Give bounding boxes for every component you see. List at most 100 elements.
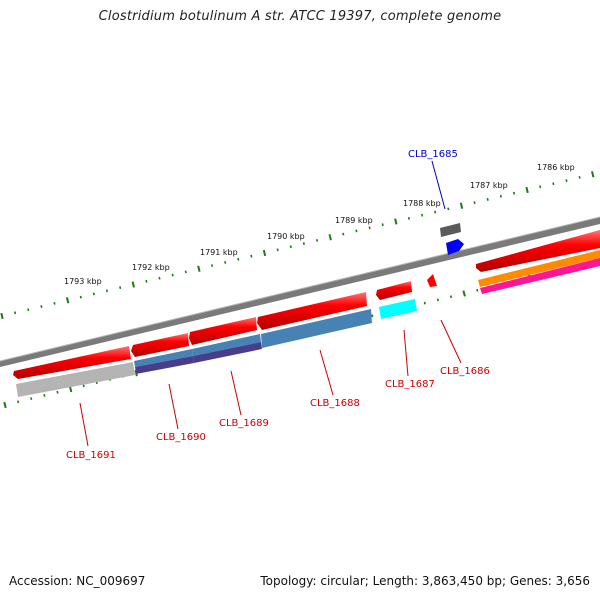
ruler-minor-tick: [27, 308, 30, 312]
ruler-label-1788: 1788 kbp: [403, 199, 441, 208]
ruler-label-1792: 1792 kbp: [132, 263, 170, 272]
ruler-major-tick: [0, 312, 4, 320]
gene-clb-1685-shadow: [440, 223, 461, 237]
ruler-minor-tick: [119, 286, 122, 290]
ruler-minor-tick: [145, 279, 148, 283]
ruler-labels: 1786 kbp 1787 kbp 1788 kbp 1789 kbp 1790…: [64, 163, 575, 286]
ruler-minor-tick: [158, 276, 161, 280]
ruler-minor-tick: [476, 288, 479, 292]
ruler-minor-tick: [486, 198, 489, 201]
ruler-minor-tick: [512, 191, 516, 195]
ruler-minor-tick: [368, 226, 371, 230]
ruler-label-1787: 1787 kbp: [470, 181, 508, 190]
ruler-major-tick: [394, 218, 398, 225]
ruler-minor-tick: [302, 242, 305, 245]
gene-clb-1690-dark: [135, 356, 194, 374]
ruler-minor-tick: [447, 207, 450, 211]
ruler-minor-tick: [289, 245, 292, 249]
ruler-major-tick: [459, 202, 464, 209]
outer-ruler: [0, 171, 595, 320]
ruler-major-tick: [65, 297, 70, 304]
ruler-minor-tick: [473, 201, 476, 204]
gene-label-clb-1685[interactable]: CLB_1685: [408, 149, 458, 160]
ruler-minor-tick: [539, 185, 542, 189]
ruler-minor-tick: [14, 311, 17, 315]
gene-label-clb-1687[interactable]: CLB_1687: [385, 379, 435, 390]
ruler-minor-tick: [30, 397, 33, 400]
ruler-minor-tick: [56, 390, 59, 394]
ruler-minor-tick: [92, 292, 95, 296]
ruler-minor-tick: [342, 232, 345, 236]
ruler-minor-tick: [237, 257, 240, 261]
ruler-major-tick: [3, 401, 7, 409]
ruler-minor-tick: [436, 298, 439, 302]
ruler-minor-tick: [43, 394, 46, 397]
gene-clb-1686-arrow[interactable]: [427, 274, 437, 287]
label-leaders: [79, 160, 462, 447]
ruler-minor-tick: [17, 400, 20, 404]
ruler-major-tick: [131, 281, 135, 288]
ruler-minor-tick: [250, 254, 253, 258]
ruler-minor-tick: [79, 295, 82, 299]
gene-clb-1689-blue: [192, 334, 261, 356]
gene-label-clb-1691[interactable]: CLB_1691: [66, 450, 116, 461]
gene-label-clb-1690[interactable]: CLB_1690: [156, 432, 206, 443]
genome-summary-text: Topology: circular; Length: 3,863,450 bp…: [260, 574, 590, 588]
gene-label-clb-1689[interactable]: CLB_1689: [219, 418, 269, 429]
forward-strand-features: [440, 223, 600, 294]
gene-right-red-arrow[interactable]: [476, 230, 600, 272]
ruler-minor-tick: [565, 179, 568, 182]
gene-label-clb-1688[interactable]: CLB_1688: [310, 398, 360, 409]
reverse-strand-features: [13, 274, 437, 397]
gene-right-orange-arrow[interactable]: [478, 250, 600, 287]
genome-title: Clostridium botulinum A str. ATCC 19397,…: [98, 9, 502, 24]
gene-clb-1689-arrow[interactable]: [189, 317, 257, 345]
ruler-major-tick: [591, 171, 595, 178]
gene-right-pink-arrow[interactable]: [480, 258, 600, 294]
gene-clb-1691-arrow[interactable]: [13, 346, 131, 379]
ruler-major-tick: [462, 290, 466, 297]
ruler-minor-tick: [171, 273, 174, 277]
ruler-minor-tick: [423, 301, 426, 305]
ruler-minor-tick: [355, 229, 358, 233]
ruler-minor-tick: [224, 261, 227, 264]
ruler-label-1789: 1789 kbp: [335, 216, 373, 225]
ruler-label-1793: 1793 kbp: [64, 277, 102, 286]
gene-clb-1688-arrow[interactable]: [257, 292, 367, 330]
genome-backbone: [0, 217, 600, 367]
gene-clb-1685-arrow[interactable]: [446, 239, 464, 255]
ruler-minor-tick: [40, 305, 43, 308]
ruler-minor-tick: [421, 213, 424, 217]
ruler-label-1790: 1790 kbp: [267, 232, 305, 241]
ruler-major-tick: [197, 265, 201, 272]
gene-clb-1691-gray: [16, 362, 135, 397]
accession-text: Accession: NC_009697: [9, 574, 146, 588]
ruler-minor-tick: [371, 314, 374, 318]
ruler-label-1786: 1786 kbp: [537, 163, 575, 172]
ruler-minor-tick: [82, 384, 85, 388]
ruler-minor-tick: [184, 270, 187, 274]
ruler-minor-tick: [316, 239, 319, 242]
ruler-minor-tick: [407, 216, 410, 220]
gene-clb-1688-blue: [261, 309, 372, 348]
gene-clb-1690-arrow[interactable]: [131, 333, 189, 357]
gene-clb-1687-cyan: [379, 299, 417, 319]
ruler-minor-tick: [53, 302, 56, 305]
gene-clb-1687-arrow[interactable]: [376, 281, 412, 300]
gene-labels: CLB_1685 CLB_1686 CLB_1687 CLB_1688 CLB_…: [66, 149, 490, 461]
gene-label-clb-1686[interactable]: CLB_1686: [440, 366, 490, 377]
ruler-minor-tick: [434, 210, 437, 214]
ruler-major-tick: [262, 249, 267, 257]
gene-clb-1689-dark: [193, 342, 262, 363]
ruler-minor-tick: [499, 194, 502, 198]
ruler-minor-tick: [210, 264, 214, 267]
ruler-label-1791: 1791 kbp: [200, 248, 238, 257]
ruler-minor-tick: [276, 248, 279, 252]
ruler-major-tick: [525, 186, 529, 194]
ruler-minor-tick: [552, 182, 555, 186]
ruler-minor-tick: [105, 289, 109, 293]
ruler-minor-tick: [449, 295, 453, 299]
ruler-minor-tick: [381, 223, 384, 227]
ruler-minor-tick: [578, 176, 581, 179]
